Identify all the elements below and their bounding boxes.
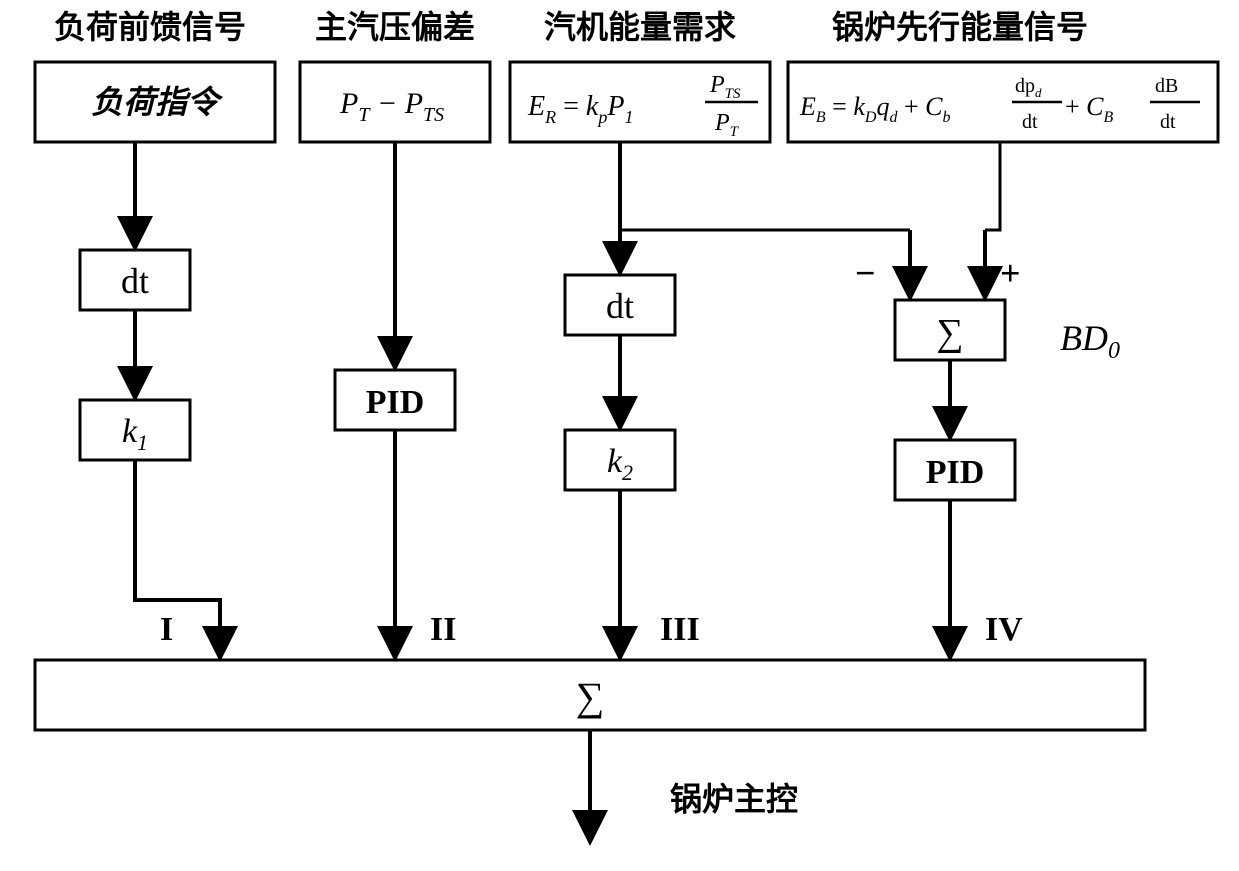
sign-plus: + [1000,253,1021,293]
header-col1: 负荷前馈信号 [54,9,246,45]
label-dt1: dt [121,261,149,301]
label-pid1: PID [366,384,425,421]
label-load-command: 负荷指令 [91,84,224,120]
svg-text:dB: dB [1155,75,1178,97]
diagram-canvas: 负荷前馈信号 主汽压偏差 汽机能量需求 锅炉先行能量信号 负荷指令 PT − P… [0,0,1239,871]
label-pid2: PID [926,454,985,491]
label-boiler-master: 锅炉主控 [670,781,798,817]
sign-minus: − [855,253,876,293]
label-sum1: ∑ [936,312,963,354]
roman-2: II [430,611,456,648]
label-bd0: BD0 [1060,318,1120,364]
header-col4: 锅炉先行能量信号 [832,9,1088,45]
roman-3: III [660,611,700,648]
label-dt2: dt [606,286,634,326]
header-col2: 主汽压偏差 [315,9,475,45]
roman-1: I [160,611,173,648]
arrow-c1-k1-final [135,460,220,656]
branch-c4-down [985,142,1000,230]
label-final-sum: ∑ [576,674,605,719]
header-col3: 汽机能量需求 [544,9,736,45]
svg-text:dt: dt [1022,111,1038,133]
svg-text:dt: dt [1160,111,1176,133]
roman-4: IV [985,611,1023,648]
svg-text:ER = kpP1: ER = kpP1 [527,91,633,127]
